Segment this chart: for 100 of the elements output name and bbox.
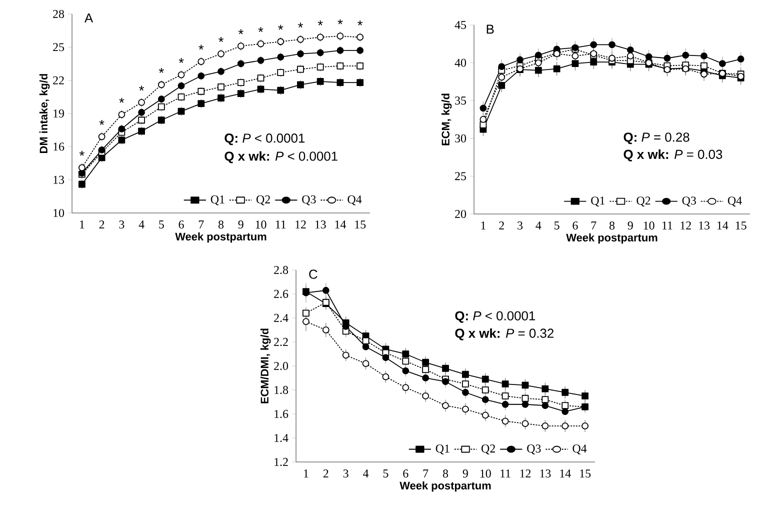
y-axis-title: DM intake, kg/d: [39, 74, 50, 153]
x-tick-label: 2: [99, 220, 104, 228]
annotation: *: [238, 29, 244, 34]
x-tick-label: 12: [520, 470, 531, 478]
legend-label: Q3: [682, 196, 696, 206]
x-tick-label: 9: [462, 470, 468, 478]
x-tick-label: 15: [580, 470, 591, 478]
y-tick-label: 2.8: [274, 266, 288, 274]
annotation: *: [139, 86, 144, 91]
annotation: *: [298, 22, 303, 28]
y-axis-title: ECM/DMI, kg/d: [260, 328, 271, 404]
y-tick-label: 1.6: [274, 410, 288, 418]
y-tick-label: 45: [454, 20, 466, 29]
annotation: Q x wk: P = 0.03: [624, 149, 722, 162]
x-tick-label: 3: [343, 470, 348, 478]
x-tick-label: 6: [403, 470, 408, 478]
legend-label: Q2: [482, 444, 495, 454]
chart-title: A: [84, 14, 94, 22]
x-tick-label: 4: [363, 470, 369, 478]
annotation: *: [338, 19, 343, 24]
annotation: *: [178, 58, 184, 63]
x-tick-label: 6: [178, 220, 184, 229]
legend-label: Q3: [527, 444, 541, 454]
annotation: *: [318, 20, 323, 26]
legend-label: Q2: [636, 196, 650, 206]
y-tick-label: 2.2: [274, 338, 288, 346]
y-tick-label: 28: [53, 10, 64, 18]
y-tick-label: 25: [53, 43, 64, 52]
y-tick-label: 35: [455, 96, 466, 105]
x-tick-label: 14: [335, 220, 346, 228]
legend-label: Q2: [256, 195, 270, 206]
legend-label: Q4: [348, 195, 362, 206]
legend-label: Q1: [436, 444, 450, 454]
chart-title: B: [486, 24, 494, 34]
y-tick-label: 25: [455, 172, 466, 180]
x-tick-label: 12: [680, 222, 691, 230]
x-tick-label: 14: [560, 470, 571, 478]
legend-label: Q4: [572, 444, 587, 454]
x-tick-label: 13: [699, 222, 710, 230]
x-tick-label: 2: [323, 470, 328, 478]
x-tick-label: 13: [315, 220, 326, 229]
y-tick-label: 1.4: [274, 434, 288, 442]
y-tick-label: 2.6: [274, 290, 288, 298]
y-tick-label: 1.8: [274, 386, 288, 394]
x-tick-label: 12: [296, 220, 306, 228]
x-tick-label: 7: [198, 220, 204, 228]
annotation: *: [278, 24, 284, 30]
x-axis-title: Week postpartum: [566, 233, 658, 244]
annotation: *: [218, 37, 224, 42]
x-tick-label: 3: [119, 220, 124, 229]
x-tick-label: 8: [218, 220, 224, 229]
legend-label: Q3: [302, 195, 316, 206]
annotation: *: [158, 68, 164, 73]
y-tick-label: 13: [54, 176, 64, 184]
x-tick-label: 1: [80, 220, 84, 228]
x-axis-title: Week postpartum: [175, 232, 266, 243]
y-tick-label: 22: [53, 76, 64, 84]
legend-label: Q1: [210, 195, 224, 206]
x-tick-label: 8: [442, 470, 448, 478]
x-tick-label: 14: [717, 222, 728, 230]
x-tick-label: 1: [304, 470, 308, 478]
y-tick-label: 16: [54, 142, 64, 151]
x-tick-label: 7: [423, 470, 428, 478]
x-tick-label: 10: [644, 222, 654, 230]
legend-label: Q1: [591, 196, 605, 206]
x-tick-label: 11: [276, 220, 286, 228]
x-tick-label: 5: [554, 222, 560, 230]
x-tick-label: 15: [355, 220, 366, 229]
x-tick-label: 6: [572, 222, 578, 230]
y-tick-label: 40: [454, 58, 466, 67]
x-tick-label: 13: [540, 470, 551, 478]
annotation: *: [358, 20, 363, 26]
x-tick-label: 5: [383, 470, 388, 478]
annotation: *: [258, 27, 264, 32]
legend-label: Q4: [728, 196, 742, 206]
annotation: *: [79, 150, 84, 156]
annotation: Q: P < 0.0001: [455, 311, 536, 323]
annotation: Q: P < 0.0001: [224, 134, 305, 146]
x-tick-label: 10: [480, 470, 491, 478]
x-tick-label: 1: [481, 222, 486, 230]
y-axis-title: ECM, kg/d: [441, 94, 452, 146]
x-tick-label: 5: [159, 220, 164, 228]
y-tick-label: 30: [455, 134, 466, 142]
x-tick-label: 11: [500, 470, 510, 478]
x-tick-label: 11: [662, 222, 672, 230]
annotation: *: [198, 44, 204, 50]
y-tick-label: 10: [54, 208, 64, 218]
x-tick-label: 10: [256, 220, 266, 229]
x-tick-label: 7: [591, 222, 596, 230]
annotation: *: [119, 98, 124, 103]
annotation: Q x wk: P = 0.32: [455, 328, 554, 340]
y-tick-label: 2.4: [274, 314, 288, 322]
x-axis-title: Week postpartum: [400, 481, 491, 492]
annotation: Q: P = 0.28: [624, 132, 690, 144]
x-tick-label: 3: [518, 222, 523, 230]
y-tick-label: 2.0: [274, 362, 288, 370]
y-tick-label: 1.2: [274, 458, 288, 466]
y-tick-label: 20: [455, 210, 466, 218]
x-tick-label: 9: [238, 220, 244, 229]
x-tick-label: 4: [536, 222, 542, 230]
